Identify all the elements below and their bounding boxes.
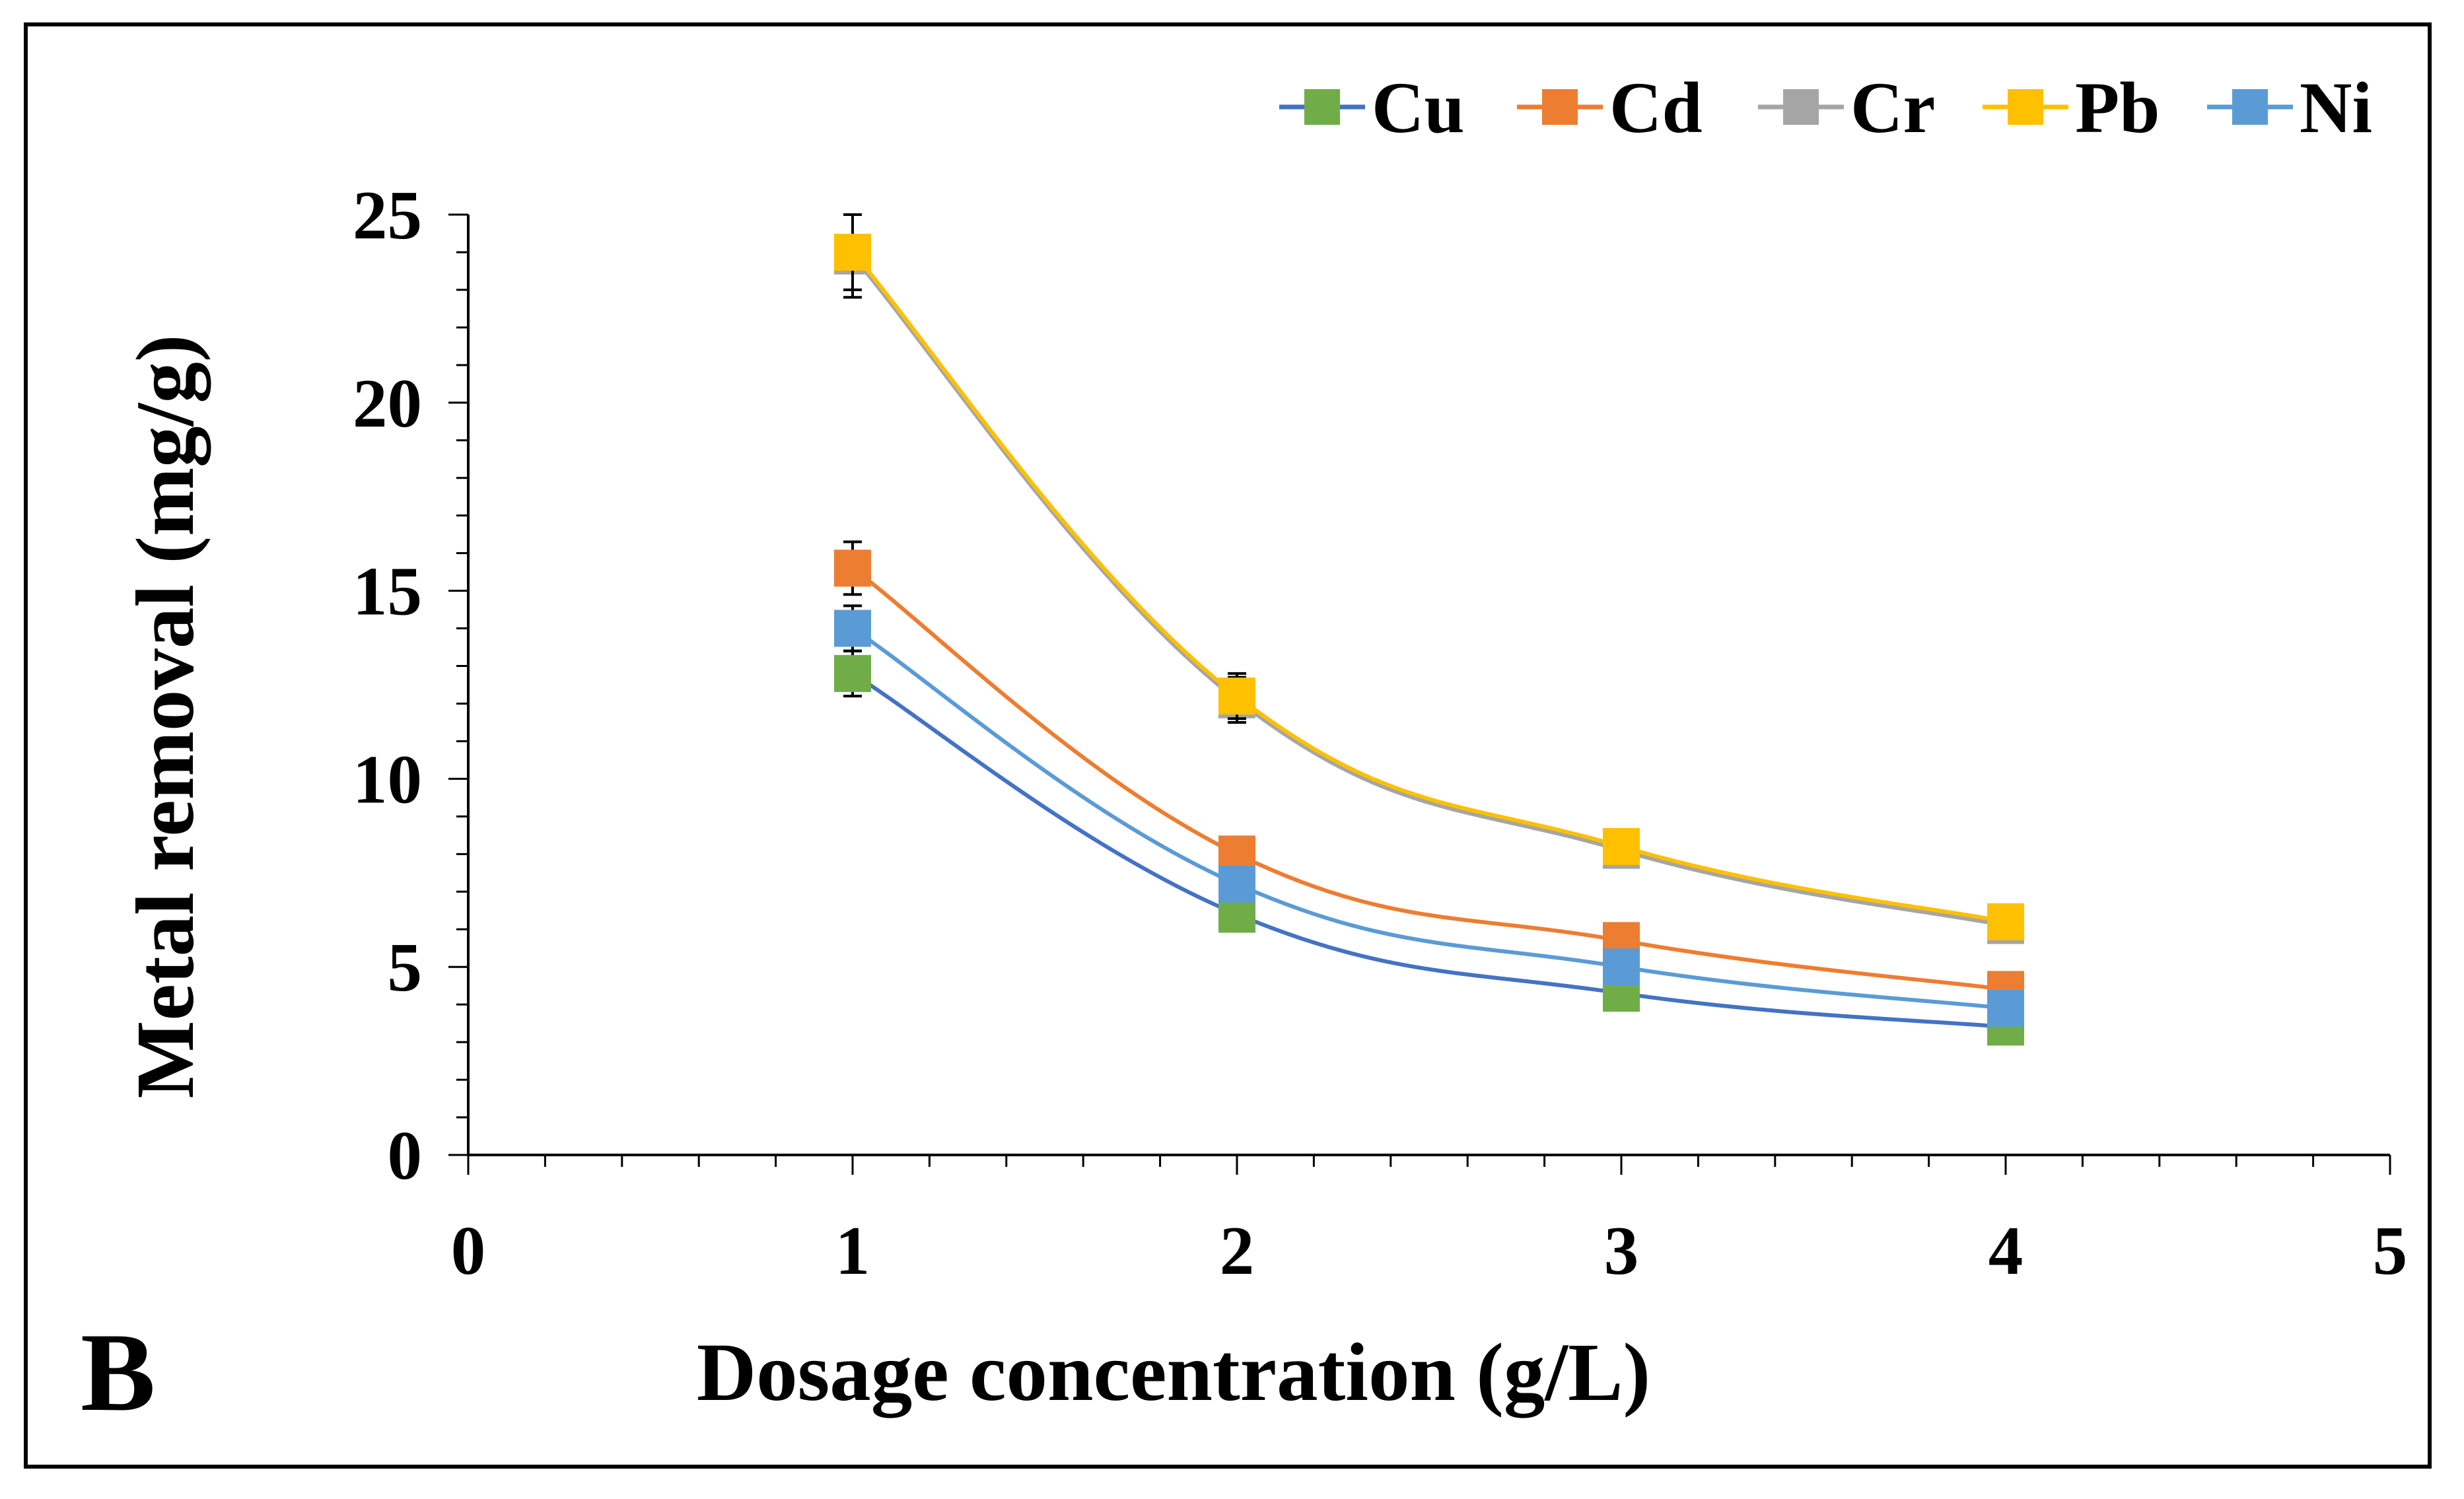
series-cu: [834, 649, 2024, 1046]
legend-label-cr: Cr: [1850, 67, 1935, 148]
x-tick-label: 1: [835, 1212, 870, 1289]
data-point-ni: [1218, 865, 1255, 903]
legend-marker-cu: [1304, 89, 1340, 125]
x-tick-label: 5: [2373, 1212, 2408, 1289]
data-point-cu: [834, 654, 871, 692]
y-tick-label: 25: [353, 176, 422, 254]
legend-item-ni: Ni: [2207, 67, 2372, 148]
axes: 0 5 10 15 20 25 0 1 2 3 4 5: [353, 176, 2407, 1289]
legend: Cu Cd Cr Pb Ni: [1279, 67, 2372, 148]
series-line-cr: [851, 254, 2006, 928]
x-tick-label: 0: [451, 1212, 486, 1289]
legend-item-cr: Cr: [1758, 67, 1935, 148]
data-point-ni: [834, 610, 871, 647]
legend-label-cd: Cd: [1609, 67, 1703, 148]
legend-label-ni: Ni: [2300, 67, 2372, 148]
legend-marker-pb: [2008, 89, 2043, 125]
y-tick-label: 0: [388, 1117, 423, 1194]
data-point-pb: [1218, 678, 1255, 715]
legend-marker-ni: [2232, 89, 2268, 125]
series-ni: [834, 604, 2024, 1027]
legend-marker-cr: [1783, 89, 1819, 125]
series-line-ni: [851, 627, 2006, 1010]
x-axis-title: Dosage concentration (g/L): [697, 1327, 1650, 1418]
legend-item-cd: Cd: [1517, 67, 1703, 148]
x-tick-label: 4: [1989, 1212, 2024, 1289]
series-cr: [834, 213, 2024, 944]
data-point-pb: [834, 233, 871, 271]
legend-label-cu: Cu: [1372, 67, 1465, 148]
data-point-pb: [1987, 903, 2024, 940]
chart-frame: 0 5 10 15 20 25 0 1 2 3 4 5 Cu Cd Cr Pb Ni Metal remova…: [24, 22, 2432, 1469]
legend-marker-cd: [1542, 89, 1578, 125]
series-cd: [834, 540, 2024, 1008]
x-tick-label: 2: [1220, 1212, 1255, 1289]
data-point-ni: [1987, 989, 2024, 1027]
series-line-pb: [851, 250, 2006, 924]
panel-letter: B: [81, 1310, 155, 1434]
chart-svg: 0 5 10 15 20 25 0 1 2 3 4 5 Cu Cd Cr Pb Ni Metal remova…: [81, 67, 2407, 1434]
data-point-cd: [834, 549, 871, 587]
y-axis-title: Metal removal (mg/g): [120, 335, 211, 1099]
x-tick-label: 3: [1604, 1212, 1639, 1289]
series-line-cd: [851, 567, 2006, 992]
y-tick-label: 10: [353, 740, 422, 818]
y-tick-label: 5: [388, 928, 423, 1006]
series-layer: [834, 213, 2024, 1046]
y-tick-label: 15: [353, 553, 422, 630]
legend-item-cu: Cu: [1279, 67, 1465, 148]
legend-item-pb: Pb: [1983, 67, 2160, 148]
series-pb: [834, 213, 2024, 940]
data-point-ni: [1603, 948, 1640, 986]
series-line-cu: [851, 672, 2006, 1029]
legend-label-pb: Pb: [2075, 67, 2160, 148]
data-point-pb: [1603, 827, 1640, 865]
y-tick-label: 20: [353, 365, 422, 442]
